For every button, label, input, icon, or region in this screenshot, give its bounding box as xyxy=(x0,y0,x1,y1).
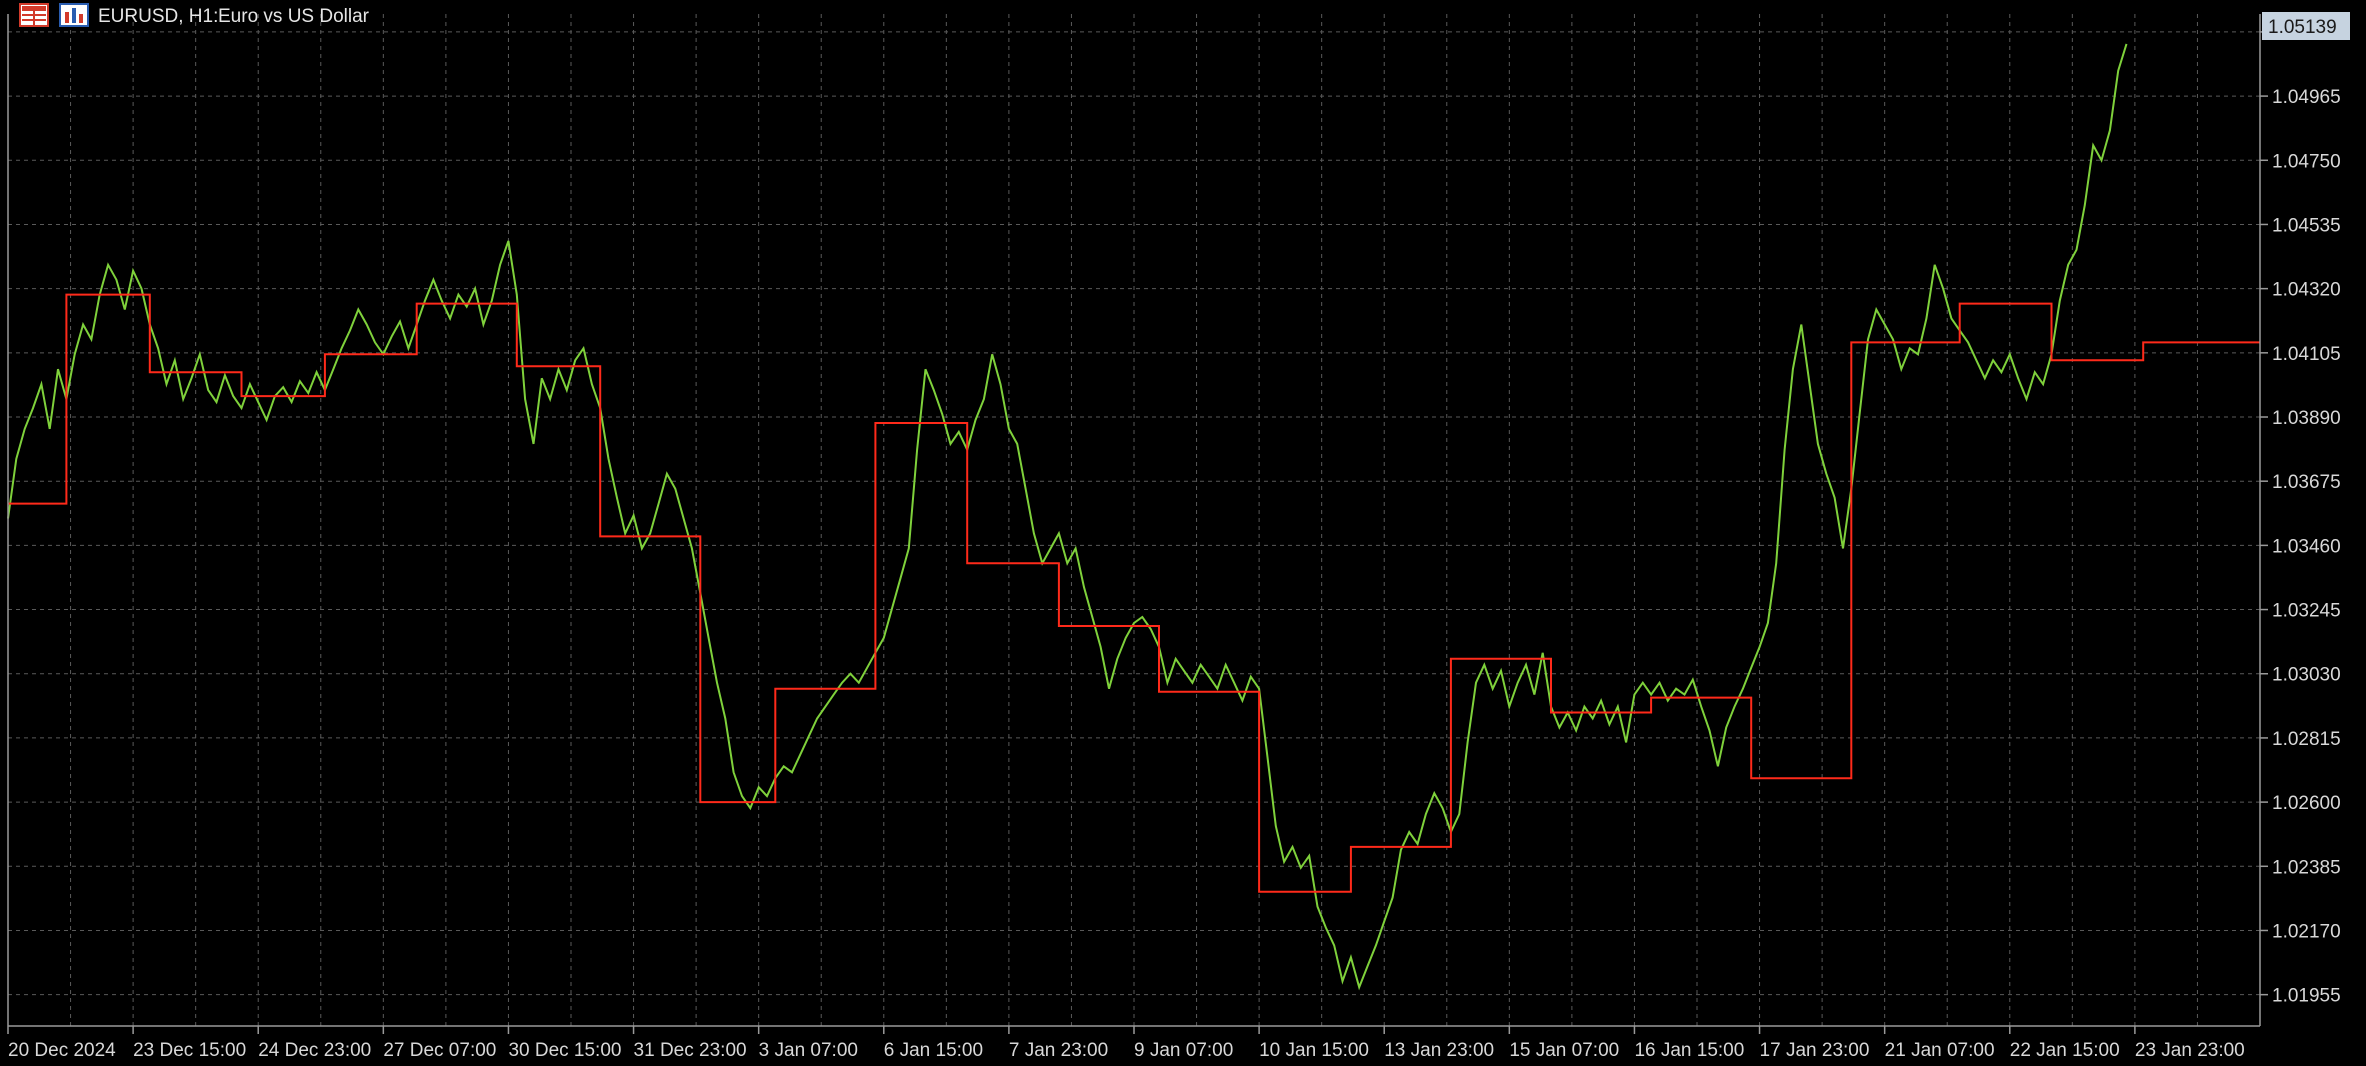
y-tick-label: 1.03460 xyxy=(2272,536,2341,557)
current-price-tag: 1.05139 xyxy=(2262,12,2350,40)
y-tick-label: 1.04535 xyxy=(2272,215,2341,236)
x-tick-label: 27 Dec 07:00 xyxy=(383,1040,496,1061)
y-tick-label: 1.02385 xyxy=(2272,857,2341,878)
y-tick-label: 1.02600 xyxy=(2272,793,2341,814)
x-tick-label: 21 Jan 07:00 xyxy=(1885,1040,1995,1061)
symbol-label: EURUSD, H1: xyxy=(98,6,218,27)
x-tick-label: 22 Jan 15:00 xyxy=(2010,1040,2120,1061)
y-tick-label: 1.03675 xyxy=(2272,472,2341,493)
x-tick-label: 30 Dec 15:00 xyxy=(508,1040,621,1061)
grid-menu-icon[interactable] xyxy=(19,3,49,27)
series-layer xyxy=(7,43,2260,991)
symbol-description: Euro vs US Dollar xyxy=(218,6,370,27)
chart-type-icon[interactable] xyxy=(59,3,89,27)
y-tick-label: 1.03890 xyxy=(2272,408,2341,429)
current-price-label: 1.05139 xyxy=(2268,17,2337,38)
time-axis: 20 Dec 2024 23 Dec 15:00 24 Dec 23:00 27 De… xyxy=(7,1026,2245,1061)
x-tick-label: 31 Dec 23:00 xyxy=(634,1040,747,1061)
x-tick-label: 7 Jan 23:00 xyxy=(1009,1040,1108,1061)
y-tick-label: 1.03030 xyxy=(2272,665,2341,686)
x-tick-label: 15 Jan 07:00 xyxy=(1509,1040,1619,1061)
x-tick-label: 16 Jan 15:00 xyxy=(1634,1040,1744,1061)
x-tick-label: 6 Jan 15:00 xyxy=(884,1040,983,1061)
x-tick-label: 23 Dec 15:00 xyxy=(133,1040,246,1061)
x-tick-label: 10 Jan 15:00 xyxy=(1259,1040,1369,1061)
y-tick-label: 1.01955 xyxy=(2272,986,2341,1007)
x-tick-label: 20 Dec 2024 xyxy=(8,1040,116,1061)
x-tick-label: 3 Jan 07:00 xyxy=(759,1040,858,1061)
y-tick-label: 1.02170 xyxy=(2272,921,2341,942)
x-tick-label: 9 Jan 07:00 xyxy=(1134,1040,1233,1061)
y-tick-label: 1.04965 xyxy=(2272,87,2341,108)
x-tick-label: 24 Dec 23:00 xyxy=(258,1040,371,1061)
x-tick-label: 13 Jan 23:00 xyxy=(1384,1040,1494,1061)
x-tick-label: 23 Jan 23:00 xyxy=(2135,1040,2245,1061)
price-tag-box xyxy=(2262,12,2350,40)
y-tick-label: 1.04750 xyxy=(2272,151,2341,172)
price-series-line xyxy=(7,43,2128,991)
chart-header: EURUSD, H1: Euro vs US Dollar xyxy=(19,3,370,27)
y-tick-label: 1.03245 xyxy=(2272,601,2341,622)
step-indicator-line xyxy=(8,293,2260,893)
x-tick-label: 17 Jan 23:00 xyxy=(1760,1040,1870,1061)
y-tick-label: 1.02815 xyxy=(2272,729,2341,750)
y-tick-label: 1.04105 xyxy=(2272,344,2341,365)
y-tick-label: 1.04320 xyxy=(2272,280,2341,301)
